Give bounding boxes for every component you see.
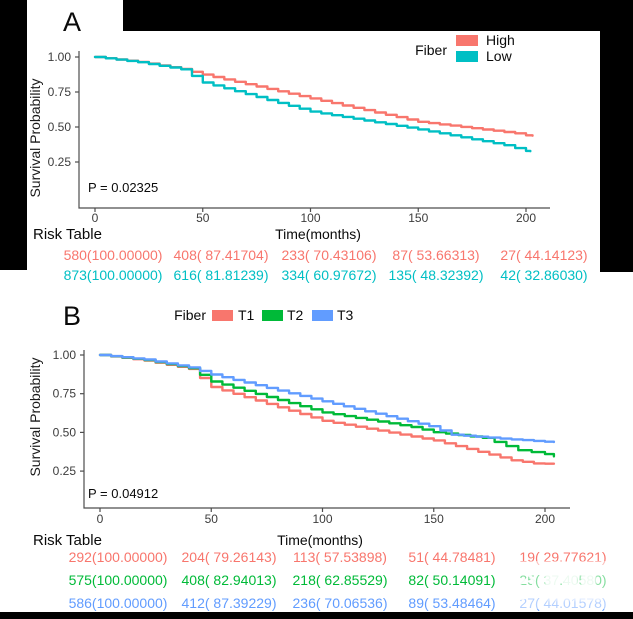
g-risk-rows-a: 580(100.00000) 408( 87.41704) 233( 70.4310… [64, 247, 588, 283]
risk-value-t3-3: 89( 53.48464) [408, 595, 495, 611]
risk-value-t3-4: 27( 44.01578) [519, 595, 606, 611]
x-tick-label: 0 [97, 512, 104, 526]
survival-curve-low [93, 55, 532, 153]
black-bar-left [0, 0, 27, 270]
legend-a-title: Fiber [415, 42, 447, 58]
panel-b-x-axis-title: Time(months) [277, 532, 363, 548]
panel-a-x-axis-title: Time(months) [275, 226, 361, 242]
panel-b-chart: B Fiber T1 T2 T3 Survival Probability 1.… [27, 301, 607, 611]
y-tick-label: 0.75 [48, 85, 72, 99]
g-y-ticks-b: 1.00 0.75 0.50 0.25 [53, 348, 84, 478]
legend-a-label-high: High [486, 32, 515, 48]
legend-a-label-low: Low [486, 48, 513, 64]
x-tick-label: 50 [205, 512, 219, 526]
y-tick-label: 0.25 [48, 155, 72, 169]
x-tick-label: 50 [196, 211, 210, 225]
x-tick-label: 200 [516, 211, 536, 225]
legend-b-label-t3: T3 [337, 307, 354, 323]
legend-b-title: Fiber [174, 307, 206, 323]
risk-value-high-3: 87( 53.66313) [392, 247, 479, 263]
risk-value-t2-4: 25( 37.40580) [519, 572, 606, 588]
panel-a-p-value: P = 0.02325 [88, 180, 158, 195]
legend-b-swatch-t2 [262, 310, 283, 321]
x-tick-label: 100 [312, 512, 332, 526]
panel-b-label: B [63, 301, 81, 331]
g-curves-b [98, 353, 556, 465]
risk-value-low-4: 42( 32.86030) [500, 267, 587, 283]
risk-value-low-1: 616( 81.81239) [174, 267, 269, 283]
risk-value-high-0: 580(100.00000) [64, 247, 163, 263]
legend-b-label-t1: T1 [238, 307, 255, 323]
g-curves-a [93, 55, 534, 153]
panel-a-risk-table-label: Risk Table [33, 226, 102, 243]
risk-value-t2-2: 218( 62.85529) [293, 572, 388, 588]
risk-value-t1-1: 204( 79.26143) [182, 549, 277, 565]
legend-b-swatch-t1 [212, 310, 233, 321]
risk-value-t3-1: 412( 87.39229) [182, 595, 277, 611]
risk-value-t1-4: 19( 29.77621) [519, 549, 606, 565]
legend-a: Fiber High Low [415, 32, 515, 64]
legend-a-swatch-low [456, 51, 478, 62]
panel-a-axes [78, 51, 550, 209]
black-bar-right [600, 0, 633, 272]
y-tick-label: 1.00 [53, 348, 77, 362]
x-tick-label: 150 [408, 211, 428, 225]
panel-a-label: A [63, 7, 81, 37]
panel-b-axes [83, 350, 570, 509]
legend-b: Fiber T1 T2 T3 [174, 307, 353, 323]
x-tick-label: 100 [300, 211, 320, 225]
risk-value-high-4: 27( 44.14123) [500, 247, 587, 263]
g-x-ticks-b: 0 50 100 150 200 [97, 508, 555, 526]
panel-a-y-axis-title: Survival Probability [27, 78, 43, 197]
risk-value-high-2: 233( 70.43106) [282, 247, 377, 263]
g-y-ticks-a: 1.00 0.75 0.50 0.25 [48, 50, 79, 169]
risk-value-t2-3: 82( 50.14091) [408, 572, 495, 588]
survival-curve-t2 [98, 353, 556, 458]
survival-curve-t1 [98, 353, 556, 465]
x-tick-label: 150 [424, 512, 444, 526]
panel-b-y-axis-title: Survival Probability [27, 357, 43, 476]
x-tick-label: 200 [535, 512, 555, 526]
survival-curve-t3 [98, 353, 556, 444]
g-risk-rows-b: 292(100.00000) 204( 79.26143) 113( 57.5389… [69, 549, 607, 611]
legend-b-label-t2: T2 [287, 307, 304, 323]
y-tick-label: 0.50 [48, 120, 72, 134]
risk-value-t1-3: 51( 44.78481) [408, 549, 495, 565]
g-x-ticks-a: 0 50 100 150 200 [92, 208, 536, 225]
risk-value-low-0: 873(100.00000) [64, 267, 163, 283]
black-bar-top [123, 0, 633, 31]
x-tick-label: 0 [92, 211, 99, 225]
y-tick-label: 0.75 [53, 387, 77, 401]
black-bar-bottom [0, 612, 633, 619]
risk-value-t3-2: 236( 70.06536) [293, 595, 388, 611]
risk-value-t2-1: 408( 82.94013) [182, 572, 277, 588]
risk-value-high-1: 408( 87.41704) [174, 247, 269, 263]
panel-b-p-value: P = 0.04912 [88, 486, 158, 501]
risk-value-low-2: 334( 60.97672) [282, 267, 377, 283]
legend-b-swatch-t3 [312, 310, 333, 321]
legend-a-swatch-high [456, 35, 478, 46]
y-tick-label: 1.00 [48, 50, 72, 64]
panel-b-risk-table-label: Risk Table [33, 532, 102, 549]
y-tick-label: 0.25 [53, 464, 77, 478]
risk-value-t3-0: 586(100.00000) [69, 595, 168, 611]
survival-curve-high [93, 55, 534, 137]
y-tick-label: 0.50 [53, 425, 77, 439]
risk-value-t1-2: 113( 57.53898) [293, 549, 387, 565]
panel-a-chart: A Fiber High Low Survival Probability 1.… [27, 7, 588, 283]
risk-value-t1-0: 292(100.00000) [69, 549, 168, 565]
risk-value-t2-0: 575(100.00000) [69, 572, 168, 588]
risk-value-low-3: 135( 48.32392) [389, 267, 484, 283]
